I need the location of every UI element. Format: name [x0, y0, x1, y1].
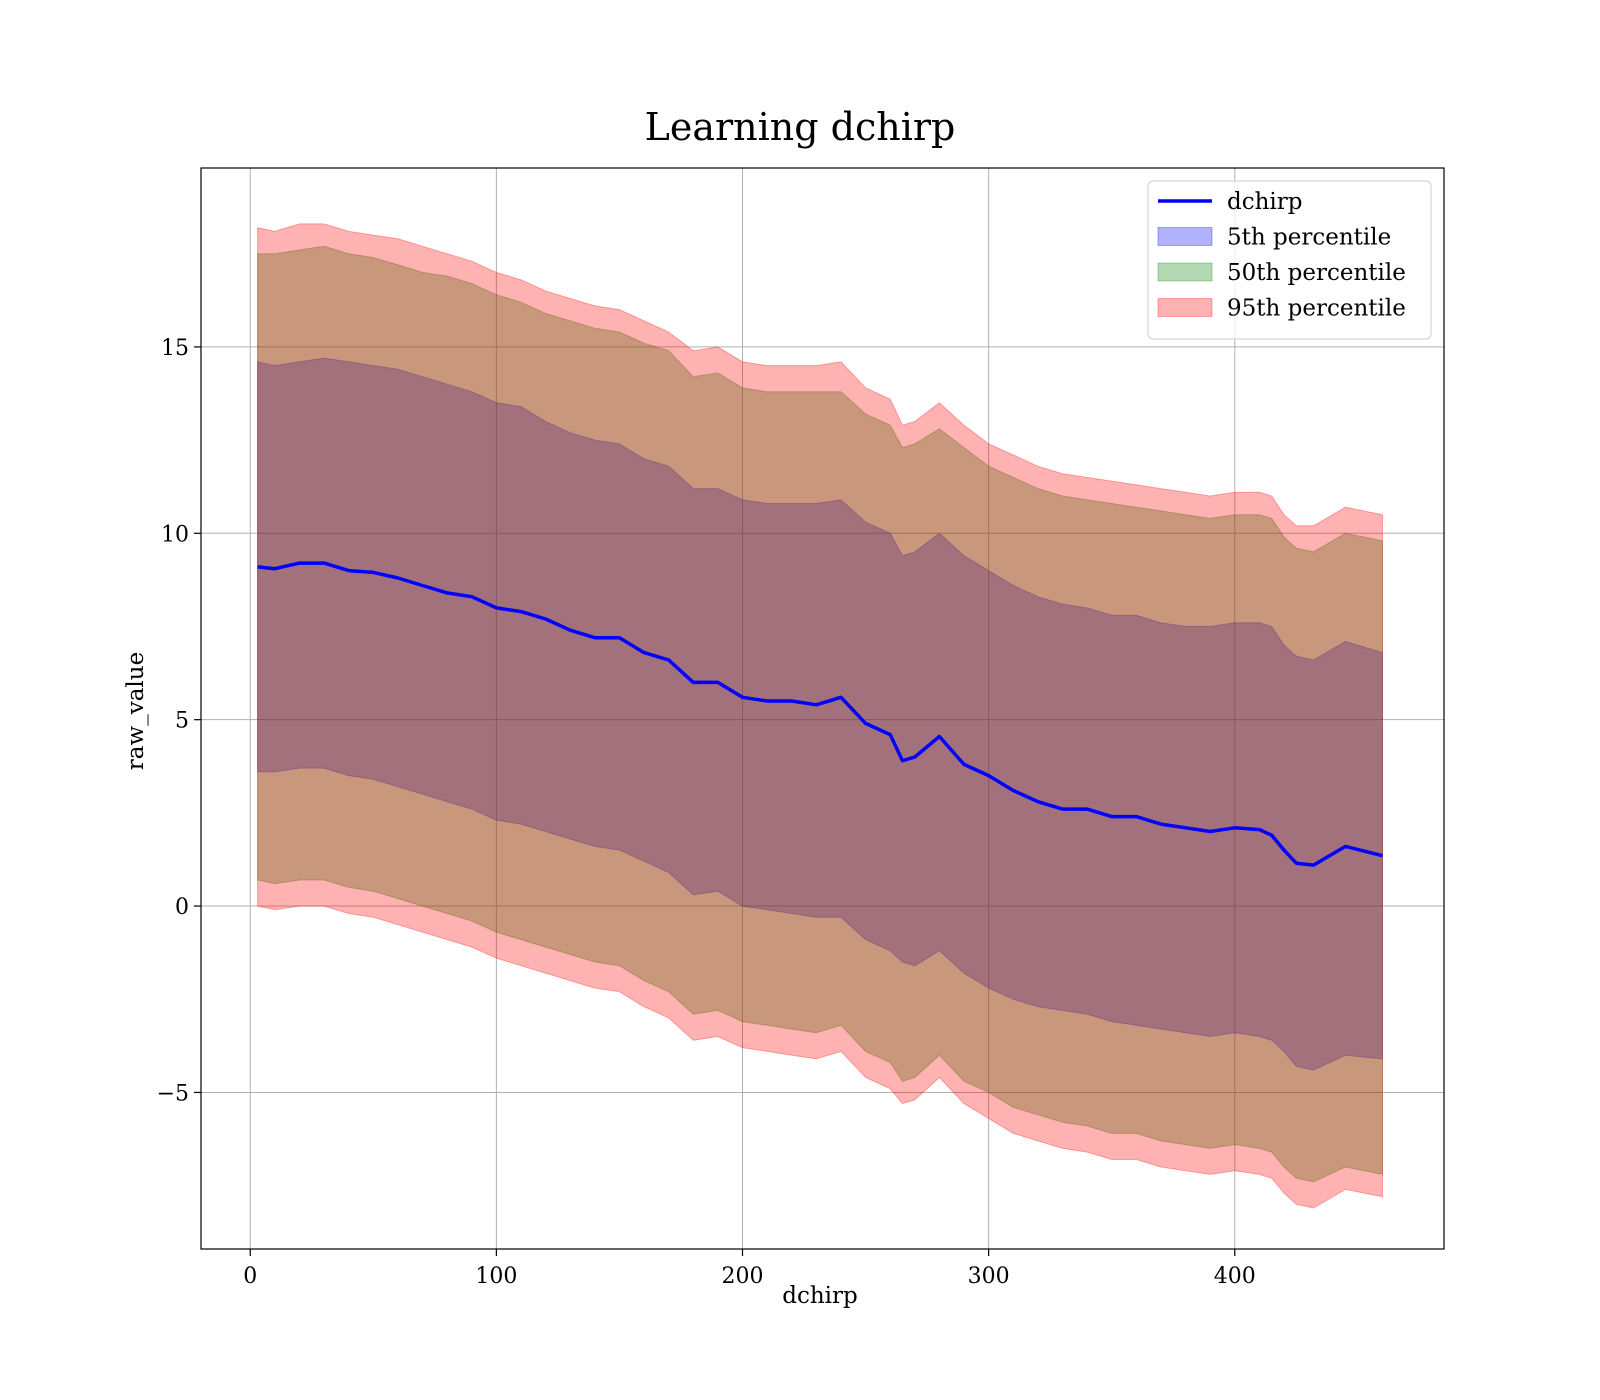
legend: dchirp 5th percentile 50th percentile 95th … [1147, 180, 1432, 340]
plot-frame [200, 167, 1445, 1250]
x-tick-label: 300 [968, 1264, 1010, 1289]
band-50th-percentile [257, 245, 1383, 1183]
x-tick-label: 100 [475, 1264, 517, 1289]
x-tick-label: 400 [1214, 1264, 1256, 1289]
legend-swatch [1157, 262, 1213, 282]
legend-label: 50th percentile [1227, 260, 1406, 286]
chart-title: Learning dchirp [645, 105, 956, 149]
band-5th-percentile [257, 357, 1383, 1071]
y-tick-label: 15 [161, 336, 189, 361]
legend-swatch [1157, 298, 1213, 317]
x-axis-title: dchirp [782, 1283, 858, 1309]
y-tick-label: 0 [175, 895, 189, 920]
y-tick-label: −5 [157, 1081, 189, 1106]
y-tick-label: 5 [175, 709, 189, 734]
bands [257, 223, 1383, 1209]
legend-label: 5th percentile [1227, 225, 1391, 251]
y-tick-label: 10 [161, 522, 189, 547]
grid [201, 168, 1444, 1249]
band-95th-percentile [257, 223, 1383, 1209]
x-axis-ticks: 0 100 200 300 400 [243, 1249, 1256, 1289]
legend-label: 95th percentile [1227, 296, 1406, 322]
legend-swatch [1157, 227, 1213, 246]
x-tick-label: 200 [722, 1264, 764, 1289]
x-tick-label: 0 [243, 1264, 257, 1289]
y-axis-title: raw_value [123, 652, 149, 770]
legend-label: dchirp [1227, 189, 1303, 215]
legend-box [1147, 180, 1432, 340]
lines [257, 561, 1383, 867]
line-dchirp [257, 561, 1383, 867]
y-axis-ticks: −5 0 5 10 15 [157, 336, 201, 1106]
